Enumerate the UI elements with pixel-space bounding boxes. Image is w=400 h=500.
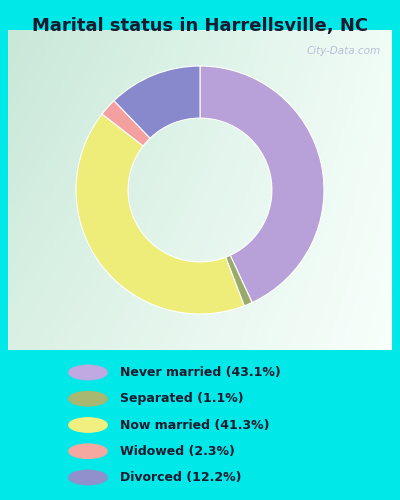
Text: Separated (1.1%): Separated (1.1%) <box>120 392 244 405</box>
Circle shape <box>69 366 107 380</box>
Circle shape <box>69 444 107 458</box>
Text: Divorced (12.2%): Divorced (12.2%) <box>120 471 242 484</box>
Wedge shape <box>226 256 252 306</box>
Text: Marital status in Harrellsville, NC: Marital status in Harrellsville, NC <box>32 18 368 36</box>
Text: Widowed (2.3%): Widowed (2.3%) <box>120 445 235 458</box>
Text: City-Data.com: City-Data.com <box>306 46 380 56</box>
Text: Now married (41.3%): Now married (41.3%) <box>120 418 270 432</box>
Circle shape <box>69 418 107 432</box>
Wedge shape <box>102 100 150 146</box>
Circle shape <box>69 392 107 406</box>
Wedge shape <box>76 114 244 314</box>
Circle shape <box>69 470 107 484</box>
Wedge shape <box>114 66 200 138</box>
Text: Never married (43.1%): Never married (43.1%) <box>120 366 281 379</box>
Wedge shape <box>200 66 324 302</box>
